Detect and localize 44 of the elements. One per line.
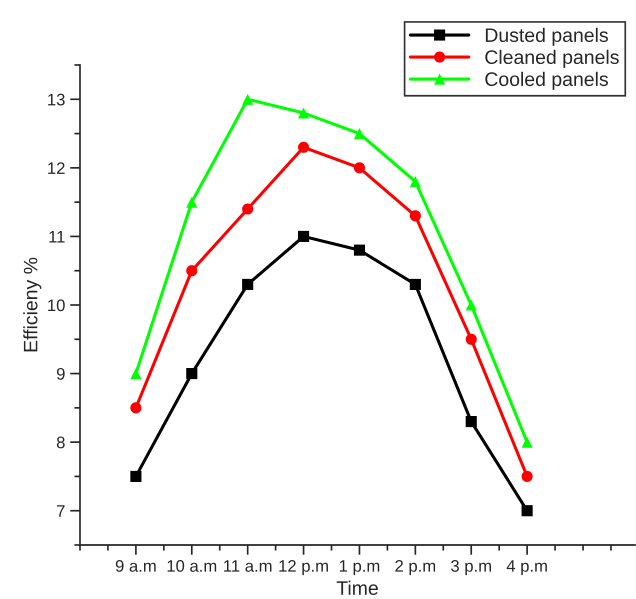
- x-tick-label: 3 p.m: [451, 560, 491, 576]
- point: [130, 402, 142, 414]
- point: [354, 162, 366, 174]
- point: [466, 334, 477, 345]
- x-tick-label: 4 p.m: [506, 560, 547, 576]
- point: [242, 203, 254, 215]
- point: [298, 107, 310, 119]
- point: [242, 94, 254, 105]
- point: [410, 176, 421, 188]
- point: [522, 470, 533, 482]
- x-axis-title: Time: [336, 580, 378, 595]
- point: [354, 244, 366, 256]
- y-axis-title: Efficieny %: [23, 258, 42, 352]
- y-tick-label: 11: [49, 231, 65, 242]
- point: [186, 196, 198, 208]
- point: [186, 265, 198, 276]
- point: [130, 470, 142, 482]
- legend-label: Dusted panels: [486, 28, 608, 46]
- x-tick-label: 11 a.m: [224, 560, 272, 572]
- point: [186, 368, 198, 380]
- y-tick-label: 9: [56, 368, 65, 380]
- point: [298, 230, 310, 242]
- legend-label: Cooled panels: [485, 72, 608, 90]
- point: [466, 416, 477, 428]
- point: [354, 128, 366, 140]
- y-tick-label: 7: [57, 505, 65, 517]
- point: [410, 278, 421, 290]
- x-tick-label: 10 a.m: [168, 560, 216, 572]
- x-tick-label: 2 p.m: [395, 560, 436, 576]
- y-tick-label: 13: [48, 94, 65, 106]
- y-tick-label: 10: [48, 299, 65, 312]
- point: [130, 368, 142, 380]
- point: [298, 142, 310, 153]
- point: [242, 278, 254, 290]
- legend-label: Cleaned panels: [485, 50, 619, 68]
- point: [522, 436, 533, 448]
- x-tick-label: 12 p.m: [279, 560, 328, 576]
- point: [522, 505, 533, 516]
- x-tick-label: 1 p.m: [340, 560, 380, 576]
- point: [410, 210, 421, 222]
- y-tick-label: 8: [56, 436, 65, 448]
- x-tick-label: 9 a.m: [116, 560, 156, 572]
- y-tick-label: 12: [48, 162, 65, 174]
- point: [466, 299, 477, 311]
